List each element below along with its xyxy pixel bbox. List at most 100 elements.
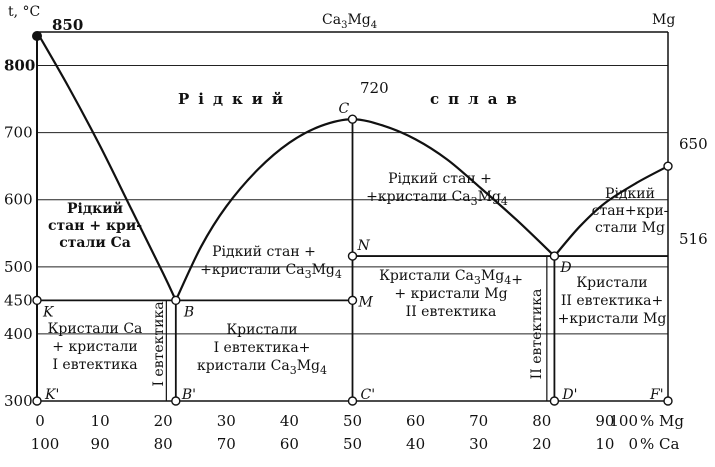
x-tick-ca: 40	[406, 435, 425, 453]
y-axis-label: t, °C	[8, 4, 40, 20]
y-tick-label: 500	[4, 258, 33, 276]
point-C'	[347, 396, 358, 406]
axes-frame	[36, 31, 669, 402]
region-liquid-mg-line: стан+кри-	[592, 203, 669, 219]
point-label-D: D	[559, 260, 571, 276]
point-D	[549, 251, 560, 261]
x-tick-ca: 90	[91, 435, 110, 453]
x-tick-ca: 100	[31, 435, 60, 453]
phase-verticals	[165, 119, 556, 401]
y-tick-label: 450	[4, 291, 33, 309]
x-tick-ca: 60	[280, 435, 299, 453]
region-liquid-mg: Рідкий стан+кри- стали Mg	[592, 186, 669, 236]
point-D'	[549, 396, 560, 406]
region-solid-ca-line: Кристали Са	[48, 321, 143, 337]
region-solid-ca3mg4-mg-line: Кристали Ca3Mg4+	[379, 268, 523, 288]
eutectic-isotherms	[37, 255, 668, 302]
region-liquid-ca-line: стан + кри-	[48, 218, 142, 234]
x-tick-ca: 50	[343, 435, 362, 453]
region-solid-ca-line: + кристали	[52, 339, 137, 355]
region-solid-ca3mg4-mg: Кристали Ca3Mg4+ + кристали Mg ІІ евтект…	[379, 268, 523, 320]
region-liquid-ca-line: Рідкий	[67, 200, 123, 217]
point-N	[347, 251, 358, 261]
region-liquid-ca3mg4-left-line: +кристали Ca3Mg4	[200, 262, 342, 281]
region-solid-ca-line: І евтектика	[52, 357, 137, 373]
region-solid-ca3mg4-mg-line: + кристали Mg	[394, 286, 507, 302]
point-A	[32, 31, 42, 41]
region-solid-ca3mg4-e1-line: Кристали	[226, 322, 297, 338]
y-tick-labels: 300 400 450 500 600 700 800	[4, 57, 35, 410]
region-liquid-mg-line: стали Mg	[595, 220, 665, 236]
region-liquid-ca3mg4-right: Рідкий стан + +кристали Ca3Mg4	[366, 171, 508, 208]
mg-melting-label: 650	[679, 135, 708, 153]
x-tick-ca: 80	[154, 435, 173, 453]
region-liquid-ca: Рідкий стан + кри- стали Са	[48, 200, 142, 251]
point-K'	[32, 396, 42, 406]
point-B'	[171, 396, 181, 406]
x-tick-mg: 50	[343, 412, 362, 430]
diagram-points: B C D K M N K' B' C' D' F'	[32, 31, 673, 406]
region-solid-mg-line: +кристали Mg	[558, 311, 667, 327]
alloy-word: сплав	[430, 90, 526, 108]
x-unit-ca: % Ca	[640, 435, 679, 453]
x-tick-ca: 30	[469, 435, 488, 453]
region-liquid-mg-line: Рідкий	[605, 186, 655, 202]
point-label-F': F'	[649, 387, 664, 403]
x-unit-mg: % Mg	[640, 412, 684, 430]
point-label-K: K	[42, 304, 55, 320]
region-solid-ca3mg4-e1: Кристали І евтектика+ кристали Ca3Mg4	[197, 322, 327, 377]
c-temperature-label: 720	[360, 79, 389, 97]
x-tick-mg: 100	[609, 412, 638, 430]
y-tick-label: 800	[4, 57, 35, 75]
region-solid-mg-line: ІІ евтектика+	[561, 293, 663, 309]
region-solid-ca3mg4-mg-line: ІІ евтектика	[406, 304, 497, 320]
y-tick-label: 400	[4, 325, 33, 343]
y-tick-label: 300	[4, 392, 33, 410]
x-tick-mg: 40	[280, 412, 299, 430]
x-tick-mg: 30	[217, 412, 236, 430]
point-C	[347, 114, 358, 124]
region-solid-mg: Кристали ІІ евтектика+ +кристали Mg	[558, 275, 667, 327]
point-label-D': D'	[561, 387, 577, 403]
x-tick-mg: 90	[595, 412, 614, 430]
region-liquid-ca3mg4-left-line: Рідкий стан +	[212, 244, 316, 260]
x-tick-mg: 70	[469, 412, 488, 430]
right-component-label: Mg	[652, 12, 675, 28]
compound-title: Ca3Mg4	[322, 12, 377, 31]
region-liquid-ca-line: стали Са	[59, 235, 131, 251]
x-tick-mg: 20	[154, 412, 173, 430]
x-tick-mg: 10	[91, 412, 110, 430]
region-liquid-ca3mg4-right-line: Рідкий стан +	[388, 171, 492, 187]
point-B	[171, 295, 181, 306]
region-solid-ca3mg4-e1-line: кристали Ca3Mg4	[197, 358, 327, 377]
point-label-C: C	[339, 101, 350, 117]
point-M	[347, 295, 358, 306]
x-tick-mg: 0	[35, 412, 45, 430]
eutectic1-vertical-label: І евтектика	[151, 301, 167, 386]
eutectic2-temperature-label: 516	[679, 230, 708, 248]
x-tick-mg: 60	[406, 412, 425, 430]
region-liquid-ca3mg4-right-line: +кристали Ca3Mg4	[366, 189, 508, 208]
point-label-N: N	[357, 238, 371, 254]
point-label-B: B	[183, 304, 194, 320]
x-tick-mg: 80	[532, 412, 551, 430]
ca-melting-label: 850	[52, 16, 83, 34]
liquid-word: Рідкий	[178, 90, 292, 108]
y-tick-label: 600	[4, 191, 33, 209]
region-liquid-ca3mg4-left: Рідкий стан + +кристали Ca3Mg4	[200, 244, 342, 281]
point-label-B': B'	[181, 387, 196, 403]
point-E	[663, 161, 673, 171]
point-label-K': K'	[44, 387, 59, 403]
point-label-C': C'	[361, 387, 376, 403]
point-F'	[663, 396, 673, 406]
point-label-M: M	[358, 294, 374, 310]
liquid-region-label: Рідкий сплав	[178, 90, 526, 108]
x-tick-ca: 0	[628, 435, 638, 453]
x-tick-ca: 70	[217, 435, 236, 453]
y-tick-label: 700	[4, 124, 33, 142]
x-tick-ca: 20	[532, 435, 551, 453]
x-tick-ca: 10	[595, 435, 614, 453]
